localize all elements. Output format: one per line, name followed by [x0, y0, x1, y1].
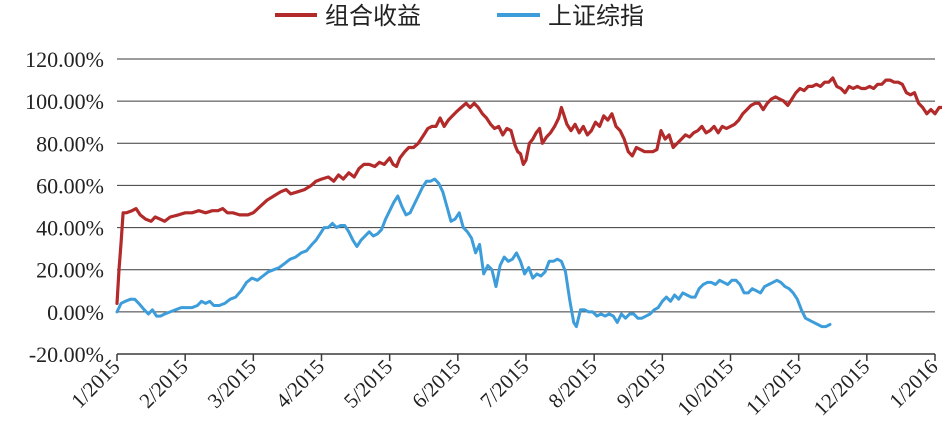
x-tick-label: 3/2015	[203, 355, 261, 413]
y-tick-label: 80.00%	[36, 131, 104, 156]
x-tick-label: 11/2015	[741, 355, 806, 420]
y-tick-label: 60.00%	[36, 173, 104, 198]
x-tick-label: 6/2015	[407, 355, 465, 413]
series-line-portfolio	[115, 76, 942, 305]
x-tick-label: 2/2015	[134, 355, 192, 413]
x-tick-label: 10/2015	[672, 355, 738, 421]
y-tick-label: 120.00%	[25, 47, 104, 72]
y-tick-label: 0.00%	[47, 300, 104, 325]
y-tick-label: 100.00%	[25, 89, 104, 114]
x-axis-ticks: 1/2015 2/2015 3/2015 4/2015 5/2015 6/2015 7/20…	[66, 354, 942, 420]
x-tick-label: 7/2015	[475, 355, 533, 413]
x-tick-label: 5/2015	[339, 355, 397, 413]
y-tick-label: -20.00%	[29, 342, 104, 367]
legend-label-portfolio: 组合收益	[325, 2, 421, 30]
y-axis-ticks: 120.00% 100.00% 80.00% 60.00% 40.00% 20.00% 0.…	[25, 47, 104, 367]
x-tick-label: 9/2015	[612, 355, 670, 413]
y-tick-label: 40.00%	[36, 216, 104, 241]
series-layer	[115, 76, 942, 329]
x-tick-label: 4/2015	[271, 355, 329, 413]
grid-lines	[117, 58, 935, 313]
y-tick-label: 20.00%	[36, 258, 104, 283]
x-tick-label: 1/2016	[884, 355, 942, 413]
series-line-index	[115, 177, 832, 329]
legend: 组合收益 上证综指	[275, 2, 644, 30]
x-tick-label: 12/2015	[809, 355, 875, 421]
legend-label-index: 上证综指	[548, 2, 644, 30]
x-tick-label: 8/2015	[543, 355, 601, 413]
